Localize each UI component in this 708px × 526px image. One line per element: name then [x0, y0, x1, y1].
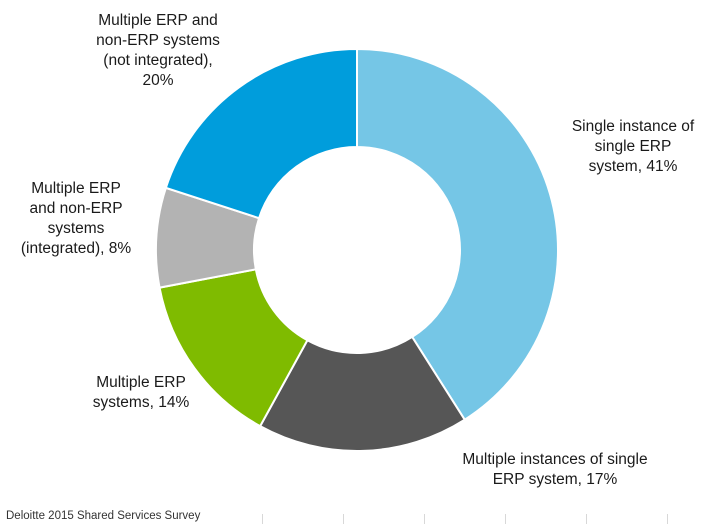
- slice-label-line: single ERP: [595, 138, 672, 155]
- slice-label-line: system, 41%: [589, 158, 678, 175]
- slices: [155, 47, 559, 452]
- slice-label-line: Multiple ERP: [31, 180, 121, 197]
- slice-labels: Single instance of single ERP system, 41% M…: [21, 12, 695, 488]
- slice-label-line: 20%: [142, 72, 173, 89]
- slice-label: Multiple instances of single ERP system, …: [462, 451, 647, 488]
- slice-label: Multiple ERP and non-ERP systems (integrate…: [21, 180, 131, 257]
- pie-slice: [258, 335, 467, 452]
- slice-label-line: (not integrated),: [103, 52, 212, 69]
- slice-label-line: Multiple ERP and: [98, 12, 217, 29]
- pie-slice: [356, 47, 559, 422]
- slice-label-line: systems, 14%: [93, 394, 190, 411]
- slice-label-line: (integrated), 8%: [21, 240, 131, 257]
- slice-label-line: and non-ERP: [29, 200, 122, 217]
- slice-label-line: Multiple ERP: [96, 374, 186, 391]
- source-note: Deloitte 2015 Shared Services Survey: [6, 510, 201, 522]
- slice-label-line: Multiple instances of single: [462, 451, 647, 468]
- slice-label: Multiple ERP systems, 14%: [93, 374, 190, 411]
- slice-label-line: non-ERP systems: [96, 32, 220, 49]
- slice-label: Multiple ERP and non-ERP systems (not inte…: [96, 12, 220, 89]
- pie-slice: [164, 47, 358, 220]
- slice-label-line: Single instance of: [572, 118, 695, 135]
- slice-label-line: systems: [48, 220, 105, 237]
- slice-label-line: ERP system, 17%: [493, 471, 618, 488]
- slice-label: Single instance of single ERP system, 41%: [572, 118, 695, 175]
